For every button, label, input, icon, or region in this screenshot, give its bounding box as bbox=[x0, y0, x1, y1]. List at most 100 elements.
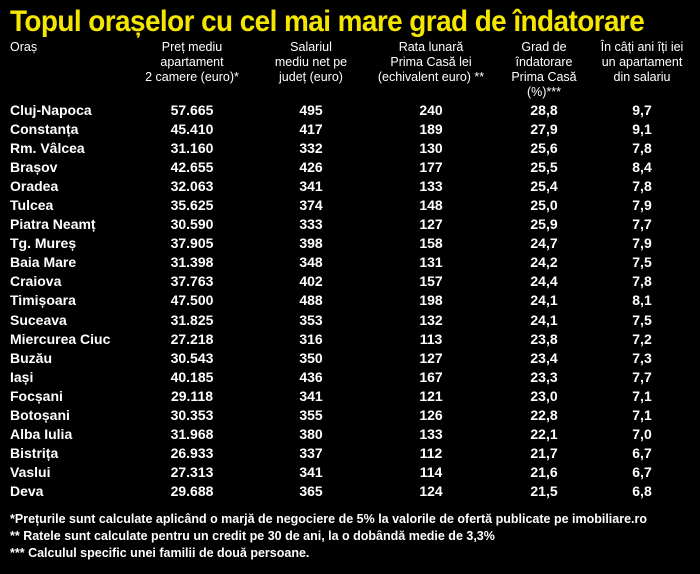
table-row: Tulcea 35.625 374 148 25,0 7,9 bbox=[10, 195, 692, 214]
table-cell: 148 bbox=[419, 197, 443, 214]
table-cell: 337 bbox=[299, 445, 323, 462]
table-row: Iași 40.185 436 167 23,3 7,7 bbox=[10, 367, 692, 386]
table-cell: 24,1 bbox=[530, 311, 558, 328]
table-cell: 21,7 bbox=[530, 445, 558, 462]
table-cell: 365 bbox=[299, 483, 323, 500]
footnotes: *Prețurile sunt calculate aplicând o mar… bbox=[10, 511, 692, 562]
table-cell: 417 bbox=[299, 120, 323, 137]
table-cell: 31.398 bbox=[170, 254, 214, 271]
column-header: În câți ani îți iei un apartament din sa… bbox=[600, 40, 684, 84]
city-name: Vaslui bbox=[10, 464, 51, 481]
table-cell: 332 bbox=[299, 139, 323, 156]
table-row: Buzău 30.543 350 127 23,4 7,3 bbox=[10, 348, 692, 367]
table-cell: 25,4 bbox=[530, 177, 558, 194]
table-cell: 167 bbox=[419, 368, 443, 385]
table-cell: 7,1 bbox=[632, 407, 652, 424]
city-name: Constanța bbox=[10, 120, 79, 137]
table-cell: 7,5 bbox=[632, 311, 652, 328]
table-cell: 398 bbox=[299, 235, 323, 252]
city-name: Cluj-Napoca bbox=[10, 101, 92, 118]
table-cell: 374 bbox=[299, 197, 323, 214]
city-name: Deva bbox=[10, 483, 44, 500]
table-cell: 27.218 bbox=[170, 330, 214, 347]
table-cell: 29.118 bbox=[170, 387, 214, 404]
table-cell: 7,7 bbox=[632, 368, 652, 385]
table-header-row: Oraș Preț mediu apartament 2 camere (euro… bbox=[10, 40, 692, 100]
table-row: Suceava 31.825 353 132 24,1 7,5 bbox=[10, 310, 692, 329]
table-row: Baia Mare 31.398 348 131 24,2 7,5 bbox=[10, 253, 692, 272]
city-name: Focșani bbox=[10, 387, 63, 404]
table-cell: 25,0 bbox=[530, 197, 558, 214]
table-row: Miercurea Ciuc 27.218 316 113 23,8 7,2 bbox=[10, 329, 692, 348]
city-name: Timișoara bbox=[10, 292, 76, 309]
table-cell: 24,1 bbox=[530, 292, 558, 309]
table-cell: 23,3 bbox=[530, 368, 558, 385]
table-cell: 131 bbox=[419, 254, 443, 271]
table-cell: 7,1 bbox=[632, 387, 652, 404]
table-cell: 7,9 bbox=[632, 235, 652, 252]
table-cell: 113 bbox=[419, 330, 443, 347]
table-cell: 21,6 bbox=[530, 464, 558, 481]
table-cell: 333 bbox=[299, 216, 323, 233]
table-cell: 35.625 bbox=[170, 197, 214, 214]
table-cell: 57.665 bbox=[170, 101, 214, 118]
city-name: Piatra Neamț bbox=[10, 216, 96, 233]
table-cell: 7,3 bbox=[632, 349, 652, 366]
table-cell: 30.353 bbox=[170, 407, 214, 424]
column-header: Rata lunară Prima Casă lei (echivalent e… bbox=[377, 40, 485, 84]
table-row: Oradea 32.063 341 133 25,4 7,8 bbox=[10, 176, 692, 195]
city-name: Rm. Vâlcea bbox=[10, 139, 85, 156]
table-cell: 24,2 bbox=[530, 254, 558, 271]
table-cell: 348 bbox=[299, 254, 323, 271]
table-cell: 6,7 bbox=[632, 445, 652, 462]
table-cell: 25,5 bbox=[530, 158, 558, 175]
table-cell: 130 bbox=[419, 139, 443, 156]
table-row: Bistrița 26.933 337 112 21,7 6,7 bbox=[10, 444, 692, 463]
city-name: Baia Mare bbox=[10, 254, 77, 271]
table-cell: 7,0 bbox=[632, 426, 652, 443]
table-cell: 47.500 bbox=[170, 292, 214, 309]
table-cell: 30.543 bbox=[170, 349, 214, 366]
table-row: Timișoara 47.500 488 198 24,1 8,1 bbox=[10, 291, 692, 310]
table-cell: 28,8 bbox=[530, 101, 558, 118]
table-cell: 37.763 bbox=[170, 273, 214, 290]
city-name: Oradea bbox=[10, 177, 59, 194]
table-cell: 495 bbox=[299, 101, 323, 118]
table-cell: 350 bbox=[299, 349, 323, 366]
table-cell: 37.905 bbox=[170, 235, 214, 252]
table-cell: 8,4 bbox=[632, 158, 652, 175]
table-cell: 25,9 bbox=[530, 216, 558, 233]
table-row: Brașov 42.655 426 177 25,5 8,4 bbox=[10, 157, 692, 176]
table-cell: 198 bbox=[419, 292, 443, 309]
table-cell: 22,8 bbox=[530, 407, 558, 424]
table-cell: 341 bbox=[299, 464, 323, 481]
column-header-city: Oraș bbox=[10, 40, 38, 54]
table-cell: 26.933 bbox=[170, 445, 214, 462]
table-cell: 6,8 bbox=[632, 483, 652, 500]
table-cell: 177 bbox=[419, 158, 443, 175]
table-cell: 9,7 bbox=[632, 101, 652, 118]
table-cell: 157 bbox=[419, 273, 443, 290]
table-cell: 436 bbox=[299, 368, 323, 385]
page-title: Topul orașelor cu cel mai mare grad de î… bbox=[10, 5, 645, 38]
table-row: Alba Iulia 31.968 380 133 22,1 7,0 bbox=[10, 425, 692, 444]
table-row: Tg. Mureș 37.905 398 158 24,7 7,9 bbox=[10, 234, 692, 253]
table-cell: 24,7 bbox=[530, 235, 558, 252]
column-header: Salariul mediu net pe județ (euro) bbox=[274, 40, 348, 84]
table-row: Cluj-Napoca 57.665 495 240 28,8 9,7 bbox=[10, 100, 692, 119]
table-cell: 341 bbox=[299, 387, 323, 404]
table-cell: 9,1 bbox=[632, 120, 652, 137]
column-header: Preț mediu apartament 2 camere (euro)* bbox=[145, 40, 239, 84]
table-cell: 21,5 bbox=[530, 483, 558, 500]
table-cell: 32.063 bbox=[170, 177, 214, 194]
table-cell: 402 bbox=[299, 273, 323, 290]
table-cell: 7,5 bbox=[632, 254, 652, 271]
table-cell: 7,2 bbox=[632, 330, 652, 347]
table-cell: 7,8 bbox=[632, 177, 652, 194]
table-cell: 7,8 bbox=[632, 273, 652, 290]
table-row: Constanța 45.410 417 189 27,9 9,1 bbox=[10, 119, 692, 138]
table-row: Vaslui 27.313 341 114 21,6 6,7 bbox=[10, 463, 692, 482]
table-cell: 42.655 bbox=[170, 158, 214, 175]
table-row: Botoșani 30.353 355 126 22,8 7,1 bbox=[10, 406, 692, 425]
table-cell: 127 bbox=[419, 349, 443, 366]
